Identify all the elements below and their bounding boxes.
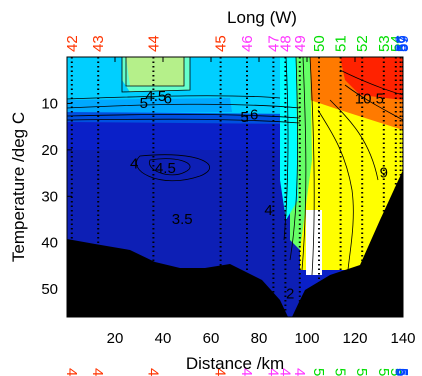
longitude-label: 48	[277, 35, 294, 52]
longitude-label-bottom: 47	[264, 368, 281, 376]
longitude-label-bottom: 52	[353, 368, 370, 376]
longitude-label-bottom: 51	[332, 368, 349, 376]
field-pale-green	[126, 57, 184, 86]
longitude-label: 46	[239, 35, 256, 52]
longitude-label-bottom: 56	[392, 368, 409, 376]
longitude-label: 49	[292, 35, 309, 52]
longitude-label: 53	[376, 35, 393, 52]
y-tick-label: 40	[41, 235, 58, 252]
y-tick-label: 50	[41, 281, 58, 298]
contour-label: 4	[130, 155, 138, 172]
contour-label: 4	[264, 202, 272, 219]
longitude-label-bottom: 42	[63, 368, 80, 376]
field-cyan-front	[280, 57, 298, 220]
contour-label: 10.5	[355, 90, 384, 107]
longitude-label: 44	[145, 35, 162, 52]
contour-label: 2	[286, 285, 294, 302]
longitude-label-bottom: 53	[375, 368, 392, 376]
plot-area	[67, 57, 403, 317]
longitude-label-bottom: 49	[291, 368, 308, 376]
contour-label: 3.5	[172, 211, 193, 228]
longitude-label: 57	[394, 35, 411, 52]
x-tick-label: 60	[203, 330, 220, 347]
contour-label: 4.5	[145, 88, 166, 105]
contour-label: 6	[164, 90, 172, 107]
longitude-label-bottom: 44	[144, 368, 161, 376]
x-axis: 20 40 60 80 100 120 140	[107, 57, 416, 347]
longitude-label: 45	[213, 35, 230, 52]
longitude-label-bottom: 59	[394, 368, 411, 376]
longitude-label-bottom: 57	[393, 368, 410, 376]
y-tick-label: 10	[41, 95, 58, 112]
longitude-label: 56	[393, 35, 410, 52]
field-thermocline	[67, 112, 300, 124]
longitude-label: 43	[90, 35, 107, 52]
contour-label: 4.5	[155, 160, 176, 177]
x-tick-label: 100	[294, 330, 319, 347]
contour-label: 5	[240, 109, 248, 126]
contour-label: 6	[250, 107, 258, 124]
longitude-label-bottom: 46	[238, 368, 255, 376]
longitude-label-bottom: 45	[212, 368, 229, 376]
x-tick-label: 40	[155, 330, 172, 347]
longitude-label: 50	[311, 35, 328, 52]
contour-label: 5	[140, 95, 148, 112]
y-tick-label: 30	[41, 188, 58, 205]
contour-label: 9	[380, 165, 388, 182]
y-tick-label: 20	[41, 142, 58, 159]
longitude-label-bottom: 50	[310, 368, 327, 376]
bathymetry	[67, 170, 403, 317]
longitude-label: 47	[265, 35, 282, 52]
plot-frame	[66, 56, 404, 318]
x-tick-label: 120	[342, 330, 367, 347]
longitude-label: 59	[395, 35, 412, 52]
x-tick-label: 80	[251, 330, 268, 347]
longitude-label-bottom: 43	[89, 368, 106, 376]
x-axis-title: Distance /km	[186, 354, 284, 373]
longitude-label: 54	[388, 35, 405, 52]
no-data-gap	[306, 210, 322, 275]
longitude-label-bottom: 54	[387, 368, 404, 376]
station-lines	[70, 57, 403, 317]
longitude-label: 51	[333, 35, 350, 52]
longitude-label: 52	[354, 35, 371, 52]
y-axis: 10 20 30 40 50	[41, 95, 72, 298]
x-tick-label: 20	[107, 330, 124, 347]
longitude-label: 42	[64, 35, 81, 52]
top-axis-title: Long (W)	[227, 8, 297, 27]
y-axis-title: Temperature /deg C	[9, 112, 28, 262]
longitude-label-bottom: 48	[276, 368, 293, 376]
field-mid-blue	[67, 98, 232, 114]
field-red	[340, 57, 403, 100]
x-tick-label: 140	[390, 330, 415, 347]
contour-labels: 4.55 64 4.53.545 610.592	[130, 88, 388, 302]
